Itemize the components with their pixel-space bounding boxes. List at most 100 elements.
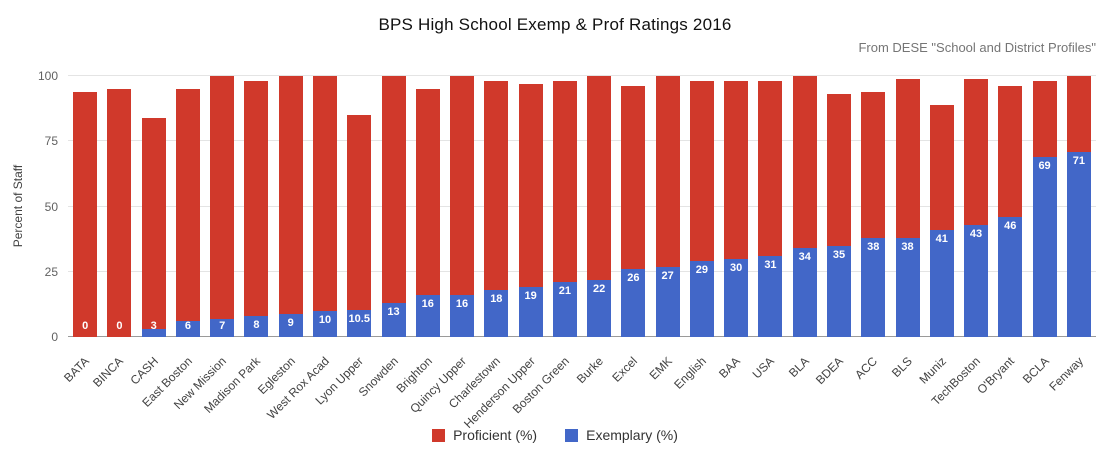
stacked-bar[interactable]: 35 [826,76,851,337]
bar-segment-exemplary[interactable] [724,258,749,337]
stacked-bar[interactable]: 9 [278,76,303,337]
bar-segment-exemplary[interactable] [175,321,200,337]
stacked-bar[interactable]: 71 [1066,76,1091,337]
bar-segment-proficient[interactable] [552,81,577,283]
bar-segment-exemplary[interactable] [312,310,337,337]
bar-segment-proficient[interactable] [929,104,954,230]
stacked-bar[interactable]: 29 [689,76,714,337]
stacked-bar[interactable]: 22 [587,76,612,337]
legend-swatch [565,428,579,442]
bar-segment-proficient[interactable] [381,76,406,304]
bar-slot: 69 [1027,76,1061,337]
stacked-bar[interactable]: 30 [724,76,749,337]
bar-segment-proficient[interactable] [826,94,851,246]
bar-segment-exemplary[interactable] [244,316,269,337]
stacked-bar[interactable]: 16 [450,76,475,337]
bar-segment-exemplary[interactable] [347,309,372,337]
bar-segment-exemplary[interactable] [1032,156,1057,337]
gridline [68,205,1096,207]
bar-segment-proficient[interactable] [689,81,714,262]
stacked-bar[interactable]: 16 [415,76,440,337]
bar-segment-exemplary[interactable] [929,230,954,337]
stacked-bar[interactable]: 31 [758,76,783,337]
stacked-bar[interactable]: 69 [1032,76,1057,337]
bar-segment-exemplary[interactable] [450,295,475,337]
stacked-bar[interactable]: 3 [141,76,166,337]
bar-segment-exemplary[interactable] [141,329,166,337]
bar-segment-proficient[interactable] [998,86,1023,217]
bar-segment-exemplary[interactable] [518,287,543,337]
stacked-bar[interactable]: 18 [484,76,509,337]
bar-segment-proficient[interactable] [141,117,166,330]
stacked-bar[interactable]: 10 [312,76,337,337]
stacked-bar[interactable]: 0 [107,76,132,337]
bar-segment-exemplary[interactable] [826,245,851,337]
stacked-bar[interactable]: 26 [621,76,646,337]
stacked-bar[interactable]: 6 [175,76,200,337]
bar-slot: 0 [68,76,102,337]
stacked-bar[interactable]: 27 [655,76,680,337]
x-axis-labels: BATA BINCA CASH East Boston New Mission Madis… [61,346,1096,431]
bar-segment-proficient[interactable] [758,81,783,257]
bar-segment-proficient[interactable] [518,83,543,288]
bar-segment-proficient[interactable] [792,76,817,249]
bar-segment-exemplary[interactable] [381,303,406,337]
bar-segment-proficient[interactable] [278,76,303,314]
bar-segment-exemplary[interactable] [484,290,509,337]
bar-slot: 10 [308,76,342,337]
stacked-bar[interactable]: 19 [518,76,543,337]
bar-segment-proficient[interactable] [895,78,920,238]
bar-segment-exemplary[interactable] [861,237,886,337]
stacked-bar[interactable]: 8 [244,76,269,337]
bar-segment-proficient[interactable] [655,76,680,267]
bar-slot: 21 [548,76,582,337]
bar-segment-proficient[interactable] [1066,76,1091,152]
bar-segment-proficient[interactable] [210,76,235,319]
bar-segment-exemplary[interactable] [552,282,577,337]
stacked-bar[interactable]: 46 [998,76,1023,337]
legend-swatch [432,428,446,442]
bar-slot: 9 [274,76,308,337]
stacked-bar[interactable]: 0 [73,76,98,337]
bar-segment-exemplary[interactable] [758,256,783,337]
bar-segment-proficient[interactable] [621,86,646,270]
bar-segment-exemplary[interactable] [998,216,1023,337]
bar-segment-proficient[interactable] [861,91,886,238]
bar-segment-proficient[interactable] [1032,81,1057,157]
stacked-bar[interactable]: 38 [895,76,920,337]
bar-segment-exemplary[interactable] [278,313,303,337]
bar-segment-exemplary[interactable] [792,248,817,337]
stacked-bar[interactable]: 7 [210,76,235,337]
bar-segment-proficient[interactable] [347,115,372,310]
bar-segment-exemplary[interactable] [895,237,920,337]
bar-segment-proficient[interactable] [724,81,749,259]
bar-segment-exemplary[interactable] [655,266,680,337]
stacked-bar[interactable]: 38 [861,76,886,337]
bar-segment-proficient[interactable] [964,78,989,225]
stacked-bar[interactable]: 10.5 [347,76,372,337]
stacked-bar[interactable]: 13 [381,76,406,337]
bar-segment-proficient[interactable] [450,76,475,296]
bar-slot: 0 [102,76,136,337]
bar-segment-proficient[interactable] [107,89,132,337]
stacked-bar[interactable]: 21 [552,76,577,337]
bar-segment-proficient[interactable] [73,91,98,337]
bar-segment-exemplary[interactable] [415,295,440,337]
bar-segment-exemplary[interactable] [964,224,989,337]
bar-segment-exemplary[interactable] [210,318,235,337]
bar-segment-exemplary[interactable] [1066,151,1091,337]
bar-segment-proficient[interactable] [415,89,440,296]
bar-segment-exemplary[interactable] [587,279,612,337]
bar-segment-proficient[interactable] [244,81,269,317]
bar-slot: 6 [171,76,205,337]
stacked-bar[interactable]: 41 [929,76,954,337]
bar-segment-proficient[interactable] [587,76,612,280]
stacked-bar[interactable]: 43 [964,76,989,337]
stacked-bar[interactable]: 34 [792,76,817,337]
bar-segment-proficient[interactable] [175,89,200,322]
bar-segment-exemplary[interactable] [689,261,714,337]
bar-segment-proficient[interactable] [312,76,337,311]
bar-segment-exemplary[interactable] [621,269,646,337]
bar-segment-proficient[interactable] [484,81,509,291]
y-axis-tick-labels: 0 25 50 75 100 [0,69,58,344]
